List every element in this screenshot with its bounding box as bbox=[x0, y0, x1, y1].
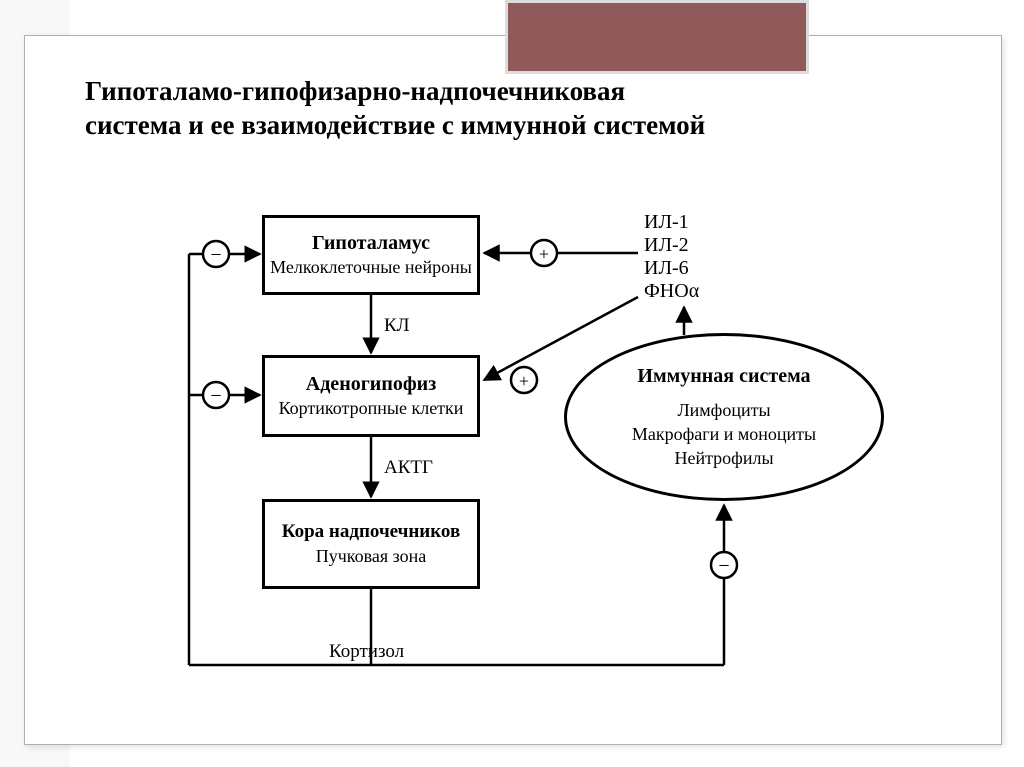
sign-plus-1: + bbox=[539, 244, 549, 264]
arrows-svg: − − − + + bbox=[24, 35, 1000, 743]
diagram: Гипоталамус Мелкоклеточные нейроны Адено… bbox=[24, 35, 1000, 743]
sign-minus-1: − bbox=[210, 244, 221, 266]
sign-minus-3: − bbox=[718, 555, 729, 577]
sign-plus-2: + bbox=[519, 371, 529, 391]
sign-minus-2: − bbox=[210, 385, 221, 407]
